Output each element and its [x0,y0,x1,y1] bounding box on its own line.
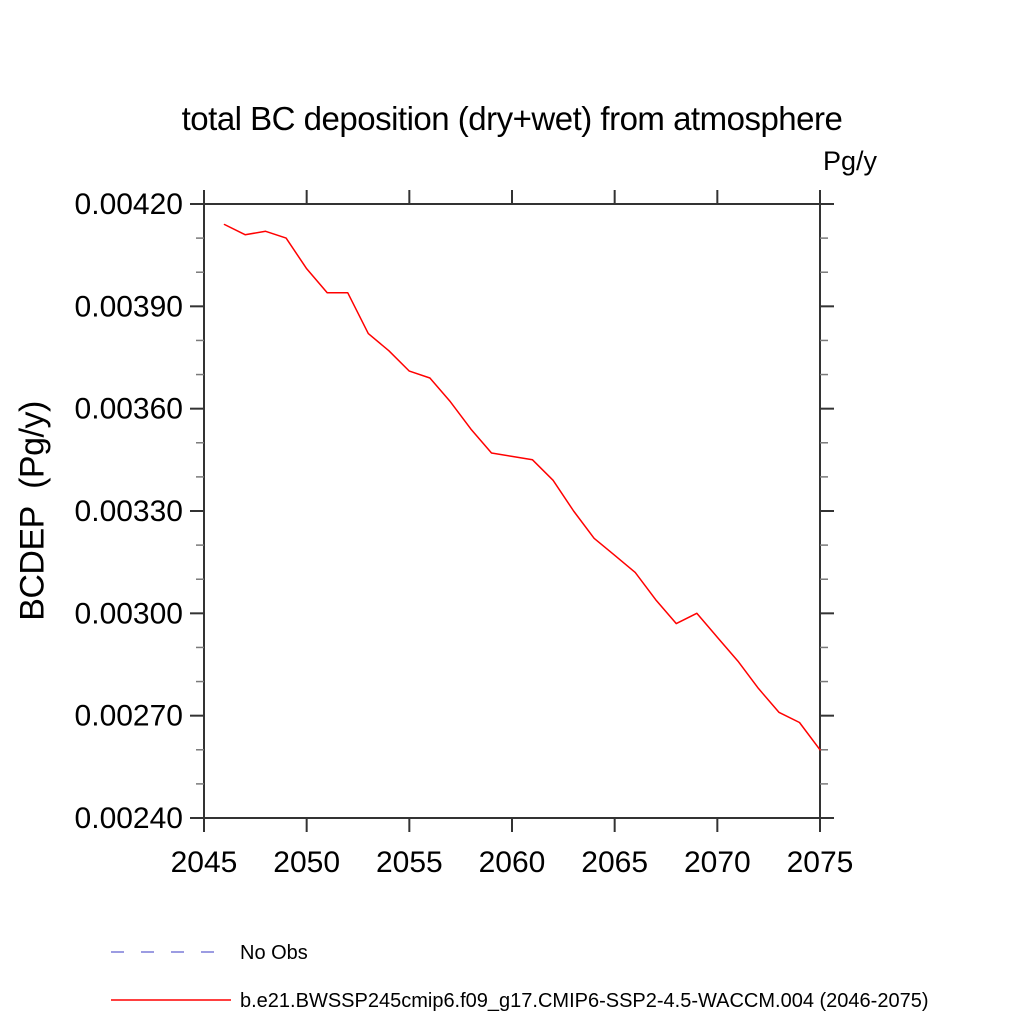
x-tick-label: 2050 [273,846,340,879]
x-tick-label: 2055 [376,846,443,879]
no-obs-dashed-line-swatch [111,951,221,953]
chart-title: total BC deposition (dry+wet) from atmos… [181,100,843,137]
legend-label-no-obs: No Obs [240,942,308,964]
y-tick-label: 0.00240 [75,802,183,835]
plot-frame [203,203,821,819]
y-tick-label: 0.00420 [75,188,183,221]
x-tick-label: 2075 [787,846,854,879]
y-tick-label: 0.00360 [75,393,183,426]
y-tick-label: 0.00330 [75,495,183,528]
x-tick-label: 2045 [171,846,238,879]
model-run-line-swatch [111,999,231,1001]
units-label: Pg/y [822,146,877,176]
legend-item-model-run: b.e21.BWSSP245cmip6.f09_g17.CMIP6-SSP2-4… [0,990,1024,1012]
x-tick-label: 2060 [479,846,546,879]
y-tick-label: 0.00270 [75,700,183,733]
legend-item-no-obs: No Obs [0,942,1024,964]
y-tick-label: 0.00390 [75,290,183,323]
y-tick-label: 0.00300 [75,597,183,630]
legend-label-model-run: b.e21.BWSSP245cmip6.f09_g17.CMIP6-SSP2-4… [240,990,929,1012]
x-tick-label: 2065 [581,846,648,879]
x-tick-label: 2070 [684,846,751,879]
series-line [223,223,821,751]
